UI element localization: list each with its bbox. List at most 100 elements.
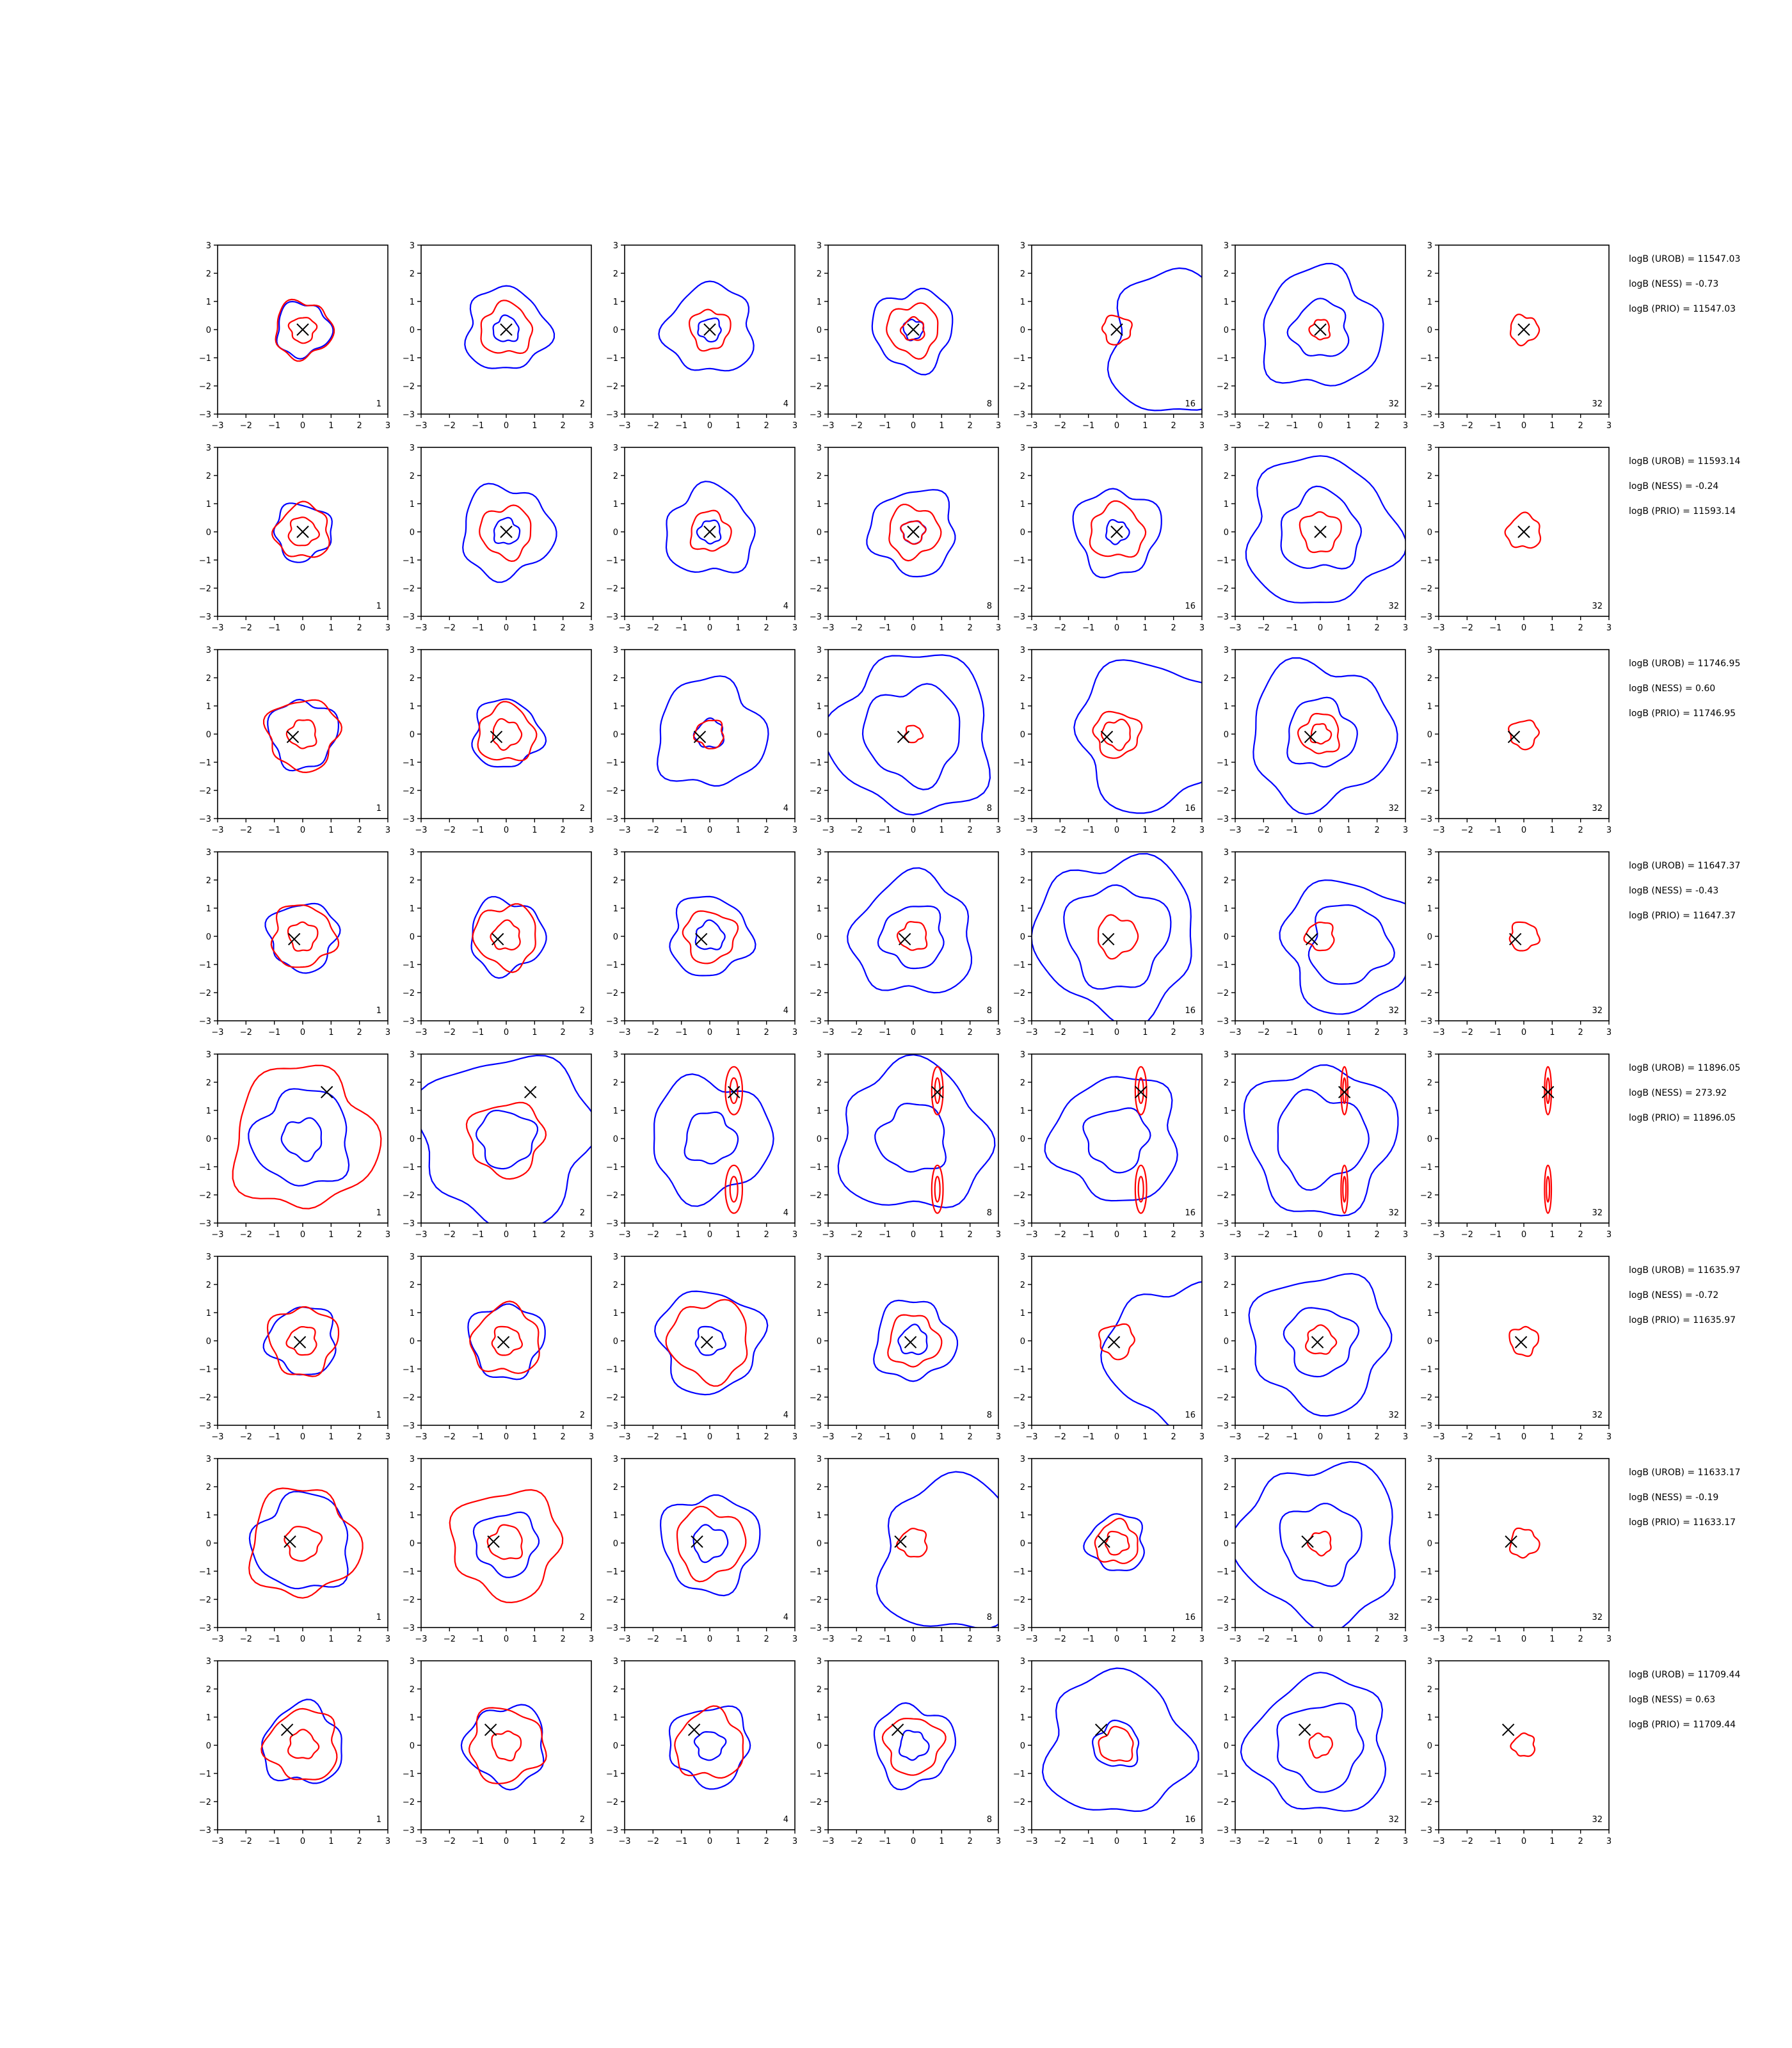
logb-annotation: logB (PRIO) = 11709.44 (1629, 1720, 1736, 1730)
x-tick-label: 3 (1403, 421, 1408, 431)
x-marker (1110, 525, 1123, 538)
y-tick-label: 3 (410, 848, 415, 858)
x-tick-label: 1 (328, 1028, 333, 1037)
y-tick-label: −3 (1420, 410, 1432, 420)
blue-contour (1245, 455, 1405, 604)
y-tick-label: 0 (613, 1741, 618, 1751)
red-contour (934, 1077, 941, 1105)
x-tick-label: 3 (996, 1635, 1001, 1644)
x-tick-label: −3 (415, 421, 427, 431)
x-tick-label: −2 (1258, 421, 1270, 431)
x-tick-label: 1 (532, 1230, 537, 1240)
y-tick-label: 3 (1224, 241, 1229, 251)
subplot-r7-c2: −3 −2 −1 0 1 2 3 −3 −2 −1 0 1 2 3 2 (403, 1455, 594, 1644)
red-contour (1297, 712, 1340, 755)
x-tick-label: 0 (504, 826, 509, 835)
red-contour (285, 719, 317, 749)
plot-area (248, 1487, 364, 1599)
y-tick-label: −3 (1013, 410, 1025, 420)
x-tick-label: −2 (240, 1635, 252, 1644)
x-tick-label: 0 (707, 1635, 712, 1644)
x-tick-label: 2 (764, 421, 769, 431)
x-tick-label: 2 (561, 1028, 566, 1037)
panel-corner-label: 8 (987, 1208, 992, 1218)
y-tick-label: −3 (606, 815, 618, 824)
y-tick-label: −1 (1420, 758, 1432, 768)
y-tick-label: 1 (1020, 1107, 1025, 1116)
x-tick-label: 1 (328, 421, 333, 431)
x-tick-label: 3 (589, 1230, 594, 1240)
y-tick-label: 3 (1020, 444, 1025, 453)
red-contour (477, 701, 538, 762)
y-tick-label: −3 (1217, 1826, 1229, 1836)
x-tick-label: 2 (357, 826, 362, 835)
x-tick-label: −1 (1082, 1230, 1094, 1240)
panel-corner-label: 16 (1185, 1006, 1196, 1016)
red-contour (1101, 718, 1131, 751)
x-tick-label: 1 (1346, 1635, 1351, 1644)
y-tick-label: 3 (206, 241, 211, 251)
red-contour (287, 921, 319, 952)
panel-corner-label: 32 (1388, 1208, 1399, 1218)
y-tick-label: 3 (1427, 1252, 1432, 1262)
y-tick-label: −2 (1013, 1798, 1025, 1807)
x-tick-label: −2 (1054, 1837, 1066, 1846)
panel-corner-label: 2 (580, 804, 585, 813)
y-tick-label: 2 (613, 876, 618, 886)
x-tick-label: 0 (1521, 826, 1526, 835)
y-tick-label: 2 (817, 1281, 822, 1290)
x-marker (1541, 1085, 1555, 1099)
y-tick-label: −3 (810, 1421, 822, 1431)
y-tick-label: 2 (817, 674, 822, 684)
x-tick-label: −2 (240, 1230, 252, 1240)
x-tick-label: 2 (561, 421, 566, 431)
x-tick-label: 0 (300, 1837, 305, 1846)
x-tick-label: 0 (911, 1230, 916, 1240)
x-marker (898, 932, 911, 946)
y-tick-label: 3 (206, 848, 211, 858)
red-contour (1308, 1732, 1334, 1759)
y-tick-label: −1 (199, 758, 211, 768)
panel-corner-label: 16 (1185, 1613, 1196, 1622)
x-tick-label: −2 (1461, 1635, 1473, 1644)
y-tick-label: 3 (1224, 444, 1229, 453)
y-tick-label: 0 (1427, 528, 1432, 538)
red-contour (469, 1300, 540, 1374)
y-tick-label: −2 (606, 989, 618, 998)
y-tick-label: −2 (810, 1596, 822, 1605)
x-tick-label: 3 (996, 1432, 1001, 1442)
panel-corner-label: 1 (376, 1411, 381, 1420)
red-contour (1089, 500, 1147, 558)
x-marker (897, 730, 910, 744)
subplot-r2-c3: −3 −2 −1 0 1 2 3 −3 −2 −1 0 1 2 3 4 (606, 444, 797, 633)
blue-contour (1248, 1272, 1393, 1417)
x-tick-label: 2 (561, 1230, 566, 1240)
x-tick-label: 3 (1199, 1028, 1204, 1037)
blue-contour (1041, 1667, 1199, 1812)
x-tick-label: 2 (1375, 421, 1380, 431)
logb-annotation: logB (NESS) = 273.92 (1629, 1088, 1727, 1098)
x-tick-label: −2 (647, 1028, 659, 1037)
x-tick-label: 2 (764, 1837, 769, 1846)
red-contour (1342, 1176, 1347, 1203)
y-tick-label: −1 (199, 961, 211, 970)
plot-area (263, 698, 343, 774)
red-contour (1098, 1323, 1135, 1361)
x-tick-label: 1 (735, 623, 740, 633)
plot-area (1240, 1672, 1387, 1812)
y-tick-label: 1 (206, 702, 211, 712)
y-tick-label: 2 (206, 674, 211, 684)
red-contour (1137, 1077, 1144, 1105)
blue-contour (1082, 1107, 1151, 1174)
x-marker (1101, 932, 1115, 946)
blue-contour (471, 698, 547, 768)
x-tick-label: 1 (328, 1635, 333, 1644)
red-contour (1508, 1527, 1540, 1559)
x-tick-label: 1 (735, 1837, 740, 1846)
x-tick-label: −2 (1054, 826, 1066, 835)
x-tick-label: 0 (1114, 1432, 1119, 1442)
x-tick-label: 1 (1549, 1230, 1555, 1240)
y-tick-label: 3 (817, 444, 822, 453)
x-tick-label: 1 (328, 826, 333, 835)
y-tick-label: −3 (403, 1017, 415, 1027)
